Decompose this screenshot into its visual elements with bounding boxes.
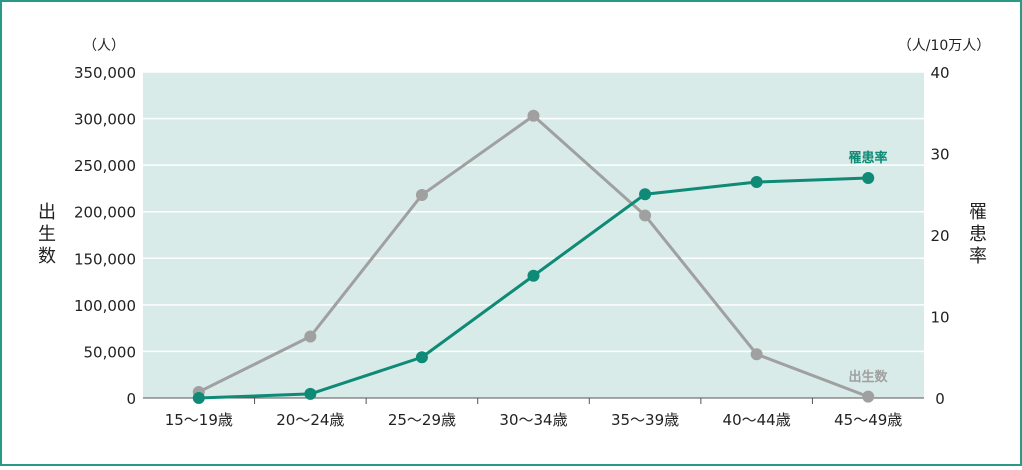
left-tick-label: 200,000 bbox=[74, 204, 136, 222]
data-point-births bbox=[527, 109, 540, 122]
data-point-rate bbox=[750, 176, 763, 189]
right-tick-label: 40 bbox=[930, 64, 949, 82]
right-tick-label: 30 bbox=[930, 146, 949, 164]
data-point-rate bbox=[527, 269, 540, 282]
left-axis-unit: （人） bbox=[83, 38, 125, 54]
data-point-rate bbox=[415, 351, 428, 364]
right-axis-label: 罹患率 bbox=[969, 202, 987, 267]
data-point-births bbox=[415, 188, 428, 201]
right-tick-label: 0 bbox=[935, 390, 945, 408]
data-point-rate bbox=[192, 392, 205, 404]
left-axis-ticks: 0 50,000 100,000 150,000 200,000 250,000 300,0… bbox=[74, 64, 136, 408]
data-point-births bbox=[750, 348, 763, 361]
series-label-rate: 罹患率 bbox=[848, 150, 887, 166]
left-tick-label: 250,000 bbox=[74, 157, 136, 175]
x-tick-label: 30～34歳 bbox=[499, 411, 567, 429]
left-tick-label: 0 bbox=[126, 390, 136, 408]
left-tick-label: 150,000 bbox=[74, 250, 136, 268]
x-tick-label: 15～19歳 bbox=[165, 411, 233, 429]
data-point-rate bbox=[304, 387, 317, 400]
right-axis-ticks: 0 10 20 30 40 bbox=[930, 64, 949, 408]
data-point-births bbox=[304, 330, 317, 343]
data-point-rate bbox=[639, 188, 652, 201]
data-point-births bbox=[639, 209, 652, 222]
data-point-rate bbox=[862, 171, 875, 184]
x-tick-label: 25～29歳 bbox=[388, 411, 456, 429]
x-tick-label: 35～39歳 bbox=[611, 411, 679, 429]
left-tick-label: 350,000 bbox=[74, 64, 136, 82]
left-tick-label: 100,000 bbox=[74, 297, 136, 315]
x-tick-label: 20～24歳 bbox=[276, 411, 344, 429]
x-tick-label: 45～49歳 bbox=[834, 411, 902, 429]
right-tick-label: 10 bbox=[930, 309, 949, 327]
plot-area bbox=[143, 72, 924, 398]
left-tick-label: 300,000 bbox=[74, 111, 136, 129]
right-tick-label: 20 bbox=[930, 227, 949, 245]
left-tick-label: 50,000 bbox=[84, 343, 137, 361]
data-point-births bbox=[862, 390, 875, 403]
x-axis-ticks: 15～19歳 20～24歳 25～29歳 30～34歳 35～39歳 40～44歳 45～4… bbox=[165, 398, 902, 429]
x-tick-label: 40～44歳 bbox=[723, 411, 791, 429]
left-axis-label: 出生数 bbox=[38, 202, 56, 267]
series-layer bbox=[192, 109, 875, 404]
right-axis-unit: （人/10万人） bbox=[898, 38, 991, 54]
series-label-births: 出生数 bbox=[848, 369, 888, 385]
